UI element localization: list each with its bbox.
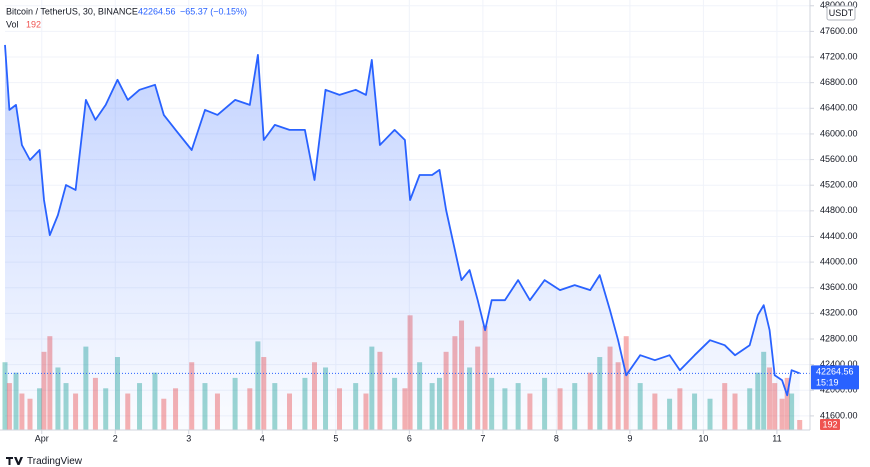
chart-title: Bitcoin / TetherUS, 30, BINANCE — [6, 6, 138, 16]
currency-box — [826, 5, 856, 21]
y-tick-label: 46800.00 — [820, 77, 858, 87]
countdown-label: 15:19 — [816, 378, 839, 388]
y-tick-label: 44400.00 — [820, 231, 858, 241]
x-tick-label: 10 — [698, 433, 708, 443]
volume-legend-value: 192 — [26, 19, 41, 29]
y-tick-label: 44800.00 — [820, 205, 858, 215]
axes: 41600.00 42000.00 42400.00 42800.00 43200.00… — [35, 0, 859, 443]
y-tick-label: 41600.00 — [820, 410, 858, 420]
x-tick-label: 2 — [113, 433, 118, 443]
x-tick-label: 9 — [627, 433, 632, 443]
y-tick-label: 43600.00 — [820, 282, 858, 292]
price-area — [5, 44, 800, 431]
x-tick-label: 5 — [333, 433, 338, 443]
price-line — [4, 44, 801, 397]
last-price-box — [811, 365, 859, 390]
x-tick-label: 6 — [407, 433, 412, 443]
y-tick-label: 46400.00 — [820, 103, 858, 113]
y-tick-label: 47200.00 — [820, 51, 858, 61]
x-tick-label: 4 — [260, 433, 265, 443]
y-tick-label: 42800.00 — [820, 333, 858, 343]
y-tick-label: 45600.00 — [820, 154, 858, 164]
x-tick-label: 7 — [480, 433, 485, 443]
y-tick-label: 46000.00 — [820, 128, 858, 138]
last-price: 42264.56 — [138, 6, 176, 16]
volume-last-box — [820, 418, 840, 430]
x-tick-label: 3 — [186, 433, 191, 443]
y-tick-label: 47600.00 — [820, 26, 858, 36]
last-price-label: 42264.56 — [816, 367, 854, 377]
volume-bar — [797, 419, 803, 430]
y-tick-label: 44000.00 — [820, 256, 858, 266]
x-tick-label: 11 — [772, 433, 781, 443]
logo — [6, 457, 23, 465]
volume-legend: Vol — [6, 19, 19, 29]
y-tick-label: 43200.00 — [820, 308, 858, 318]
volume-last-label: 192 — [822, 419, 837, 429]
y-tick-label: 42400.00 — [820, 359, 858, 369]
plot — [4, 44, 810, 431]
price-change: −65.37 (−0.15%) — [180, 6, 247, 16]
x-tick-label: Apr — [35, 433, 49, 443]
y-tick-label: 48000.00 — [820, 0, 858, 10]
y-tick-label: 42000.00 — [820, 385, 858, 395]
x-tick-label: 8 — [554, 433, 559, 443]
y-tick-label: 45200.00 — [820, 180, 858, 190]
currency: USDT — [829, 8, 854, 18]
footer-brand: TradingView — [27, 456, 83, 467]
